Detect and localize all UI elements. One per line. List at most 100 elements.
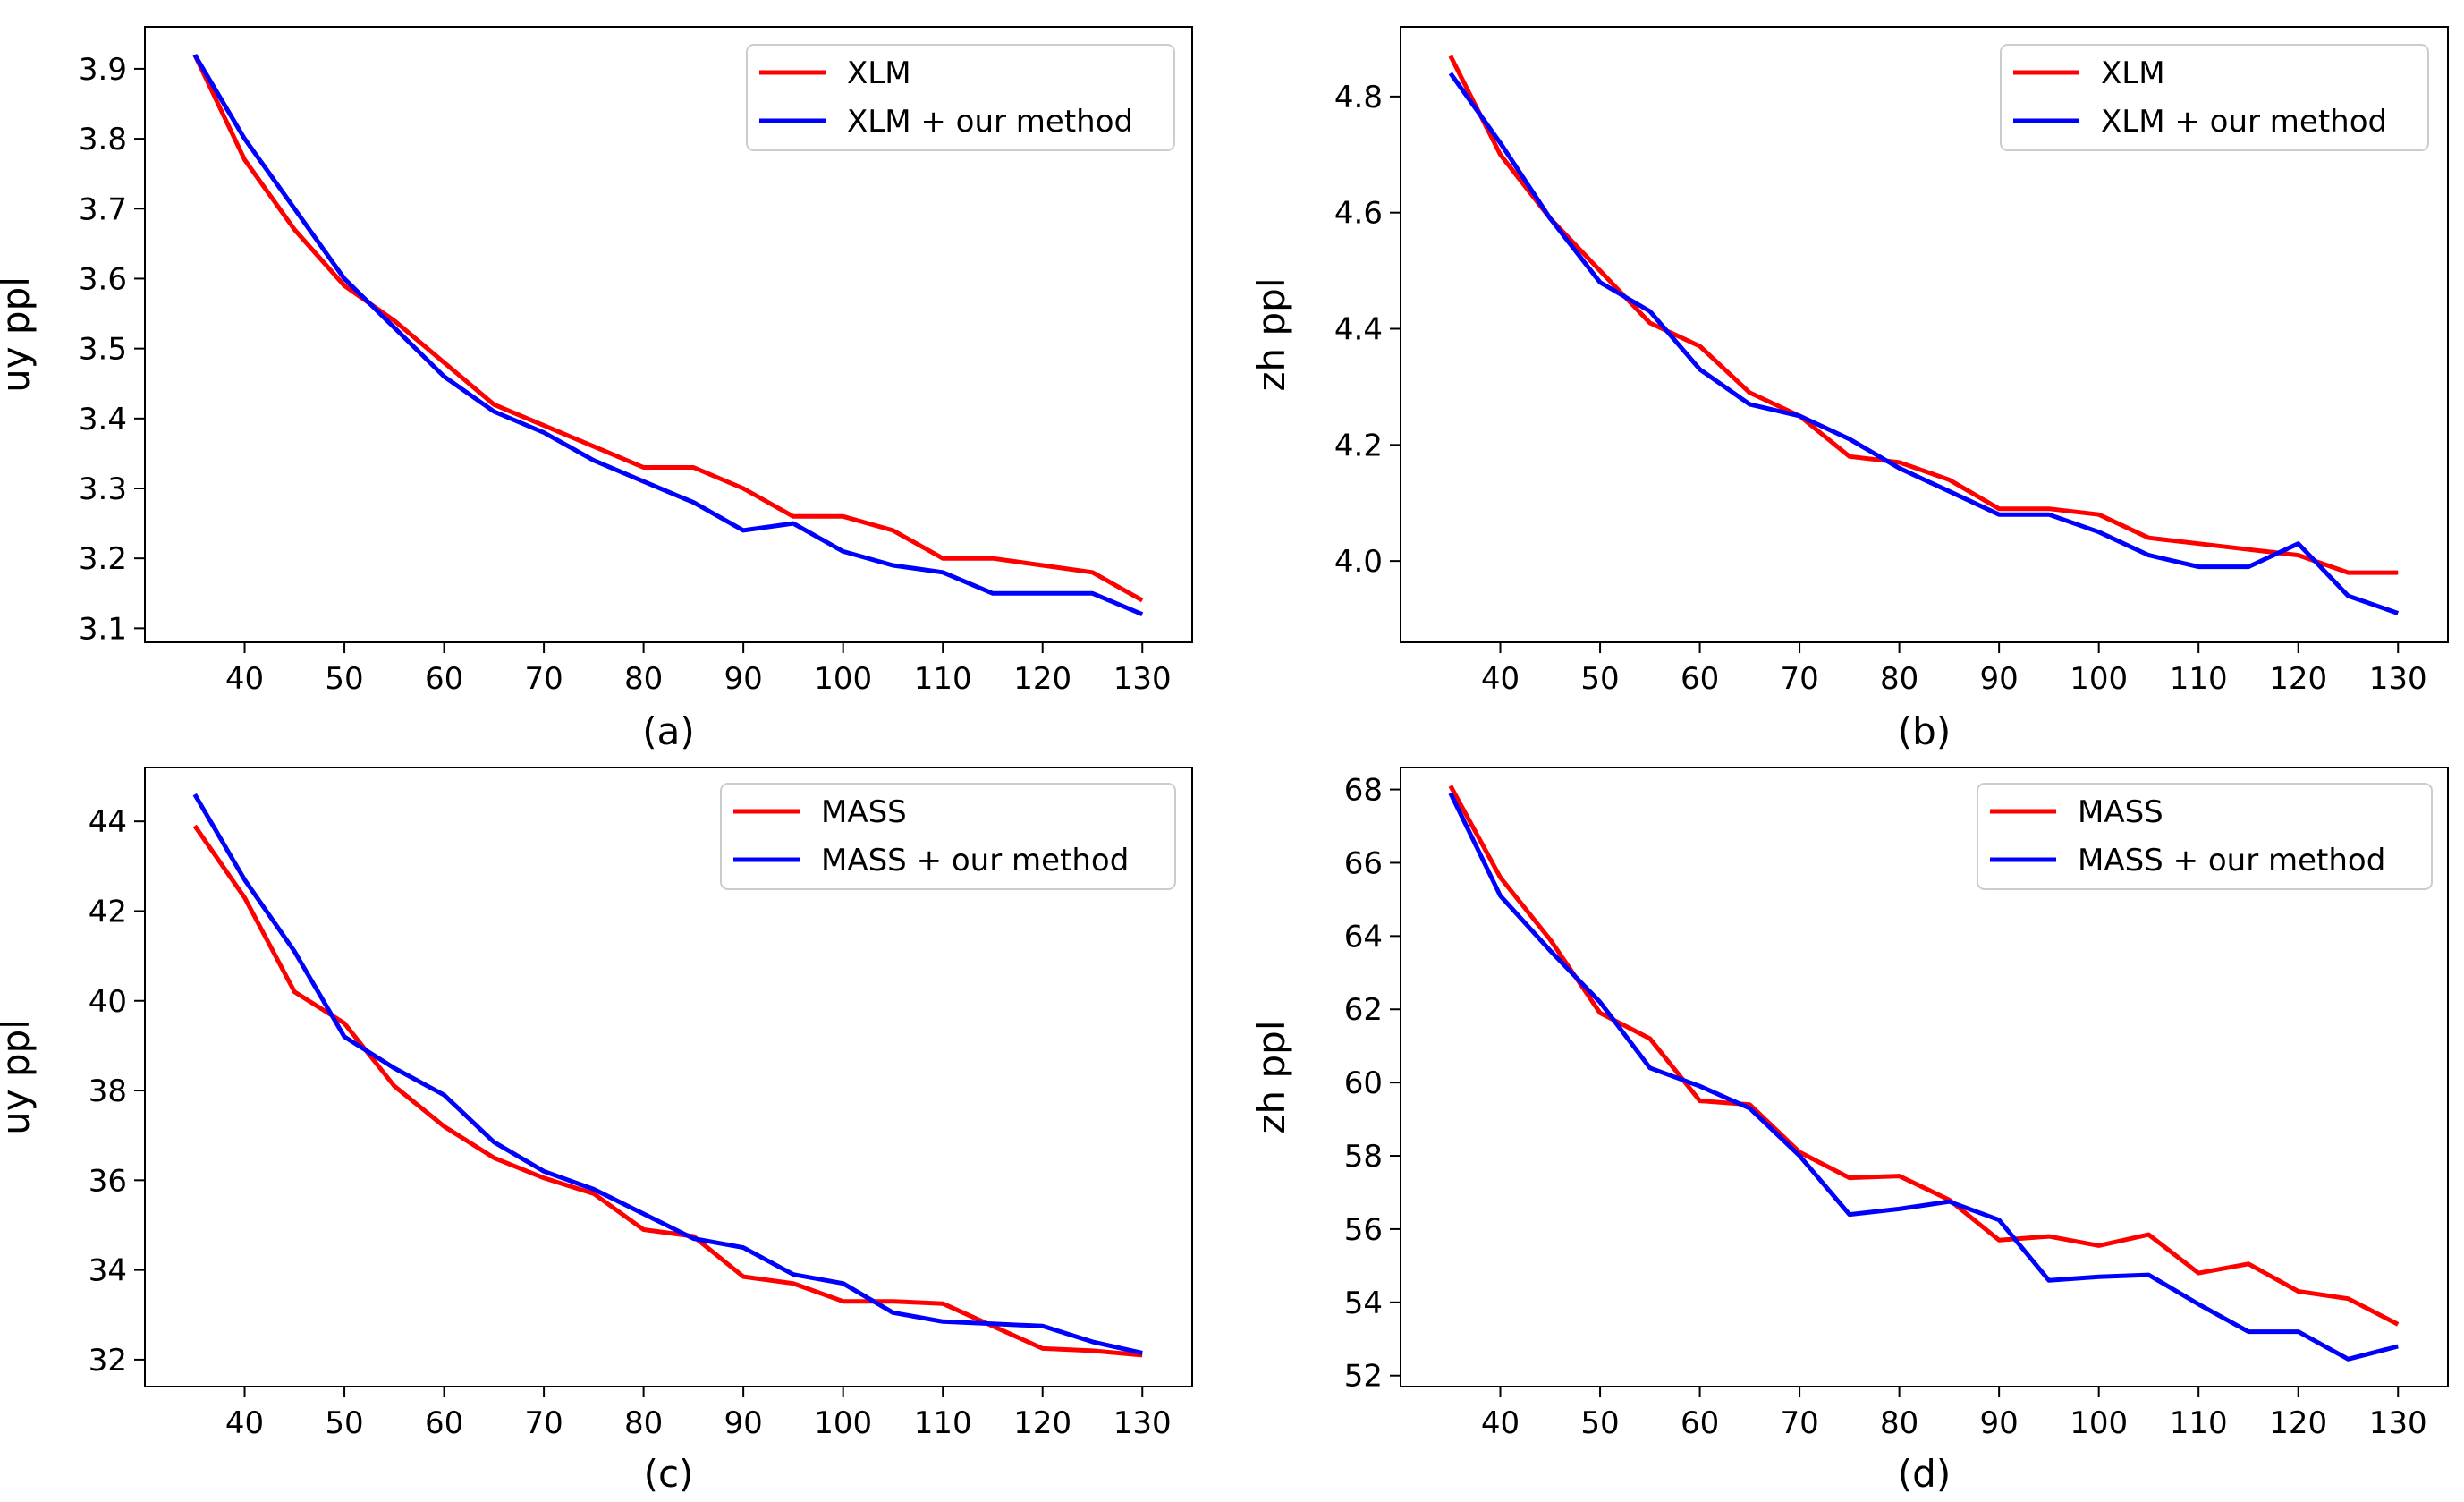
- x-tick-label: 60: [425, 661, 463, 697]
- y-tick-label: 52: [1344, 1359, 1383, 1395]
- x-tick-label: 110: [2170, 661, 2228, 697]
- y-tick-label: 64: [1344, 919, 1383, 955]
- plot-frame: [1400, 767, 2449, 1387]
- y-axis-label: zh ppl: [1249, 1020, 1293, 1133]
- series-line-mass: [192, 824, 1143, 1358]
- y-tick-label: 36: [89, 1163, 127, 1199]
- y-tick-label: 3.5: [79, 332, 127, 368]
- x-tick-label: 70: [524, 1405, 563, 1441]
- x-tick-label: 50: [325, 1405, 363, 1441]
- plot-frame: [1400, 26, 2449, 643]
- x-tick-label: 120: [2269, 1405, 2327, 1441]
- x-tick-label: 80: [1880, 1405, 1918, 1441]
- x-tick-label: 60: [1681, 661, 1719, 697]
- y-tick-label: 4.0: [1334, 544, 1383, 580]
- y-axis-label: uy ppl: [0, 276, 38, 393]
- y-tick-label: 66: [1344, 845, 1383, 881]
- y-tick-label: 3.3: [79, 471, 127, 507]
- x-tick-label: 60: [1681, 1405, 1719, 1441]
- legend-label: MASS + our method: [821, 843, 1129, 878]
- legend-box: [2000, 44, 2429, 151]
- legend: XLM XLM + our method: [2000, 44, 2429, 151]
- x-tick-label: 100: [814, 661, 872, 697]
- x-tick-label: 130: [2369, 661, 2427, 697]
- y-tick-label: 54: [1344, 1286, 1383, 1321]
- y-tick-label: 4.6: [1334, 196, 1383, 232]
- x-tick-label: 50: [1580, 661, 1619, 697]
- y-tick-label: 40: [89, 984, 127, 1020]
- y-tick-label: 56: [1344, 1212, 1383, 1248]
- plot-frame: [144, 26, 1193, 643]
- x-tick-label: 80: [624, 1405, 663, 1441]
- x-tick-label: 100: [2070, 661, 2128, 697]
- x-tick-label: 70: [1780, 1405, 1818, 1441]
- y-tick-label: 3.6: [79, 261, 127, 297]
- y-tick-label: 38: [89, 1073, 127, 1109]
- x-tick-label: 90: [1980, 1405, 2019, 1441]
- x-tick-label: 70: [524, 661, 563, 697]
- panel-b: 40 50 60 70 80 90 100 110 120 130 4.0 4.2 4.4 4.6 4.8 z…: [1249, 26, 2449, 753]
- y-tick-label: 62: [1344, 992, 1383, 1028]
- legend-label: XLM + our method: [2101, 104, 2387, 140]
- legend-label: XLM: [2101, 55, 2165, 91]
- series-line-mass-our-method: [192, 793, 1143, 1355]
- series-line-mass: [1448, 785, 2400, 1327]
- legend-box: [720, 783, 1176, 890]
- panel-a: 40 50 60 70 80 90 100 110 120 130 3.1 3.2 3.3 3.4 3.5 3…: [0, 26, 1193, 753]
- x-tick-label: 120: [1013, 1405, 1071, 1441]
- legend: XLM XLM + our method: [746, 44, 1175, 151]
- x-tick-label: 90: [724, 661, 763, 697]
- x-tick-label: 60: [425, 1405, 463, 1441]
- series-line-mass-our-method: [1448, 792, 2399, 1362]
- x-tick-label: 90: [724, 1405, 763, 1441]
- y-axis-label: zh ppl: [1249, 277, 1293, 391]
- y-tick-label: 34: [89, 1253, 127, 1289]
- series-line-xlm: [192, 54, 1144, 603]
- y-axis-label: uy ppl: [0, 1019, 38, 1135]
- y-tick-label: 32: [89, 1343, 127, 1379]
- x-tick-label: 40: [225, 1405, 264, 1441]
- y-tick-label: 4.4: [1334, 312, 1383, 348]
- x-tick-label: 130: [2369, 1405, 2427, 1441]
- y-tick-label: 60: [1344, 1065, 1383, 1101]
- y-tick-label: 3.9: [79, 52, 127, 88]
- legend-box: [746, 44, 1175, 151]
- y-tick-label: 3.8: [79, 122, 127, 157]
- y-tick-label: 3.1: [79, 611, 127, 647]
- series-line-xlm-our-method: [1448, 72, 2400, 615]
- x-tick-label: 120: [1013, 661, 1071, 697]
- x-tick-label: 110: [914, 1405, 972, 1441]
- x-tick-label: 110: [914, 661, 972, 697]
- y-tick-label: 44: [89, 804, 127, 840]
- x-tick-label: 40: [1481, 1405, 1520, 1441]
- y-tick-label: 4.2: [1334, 428, 1383, 463]
- x-tick-label: 80: [1880, 661, 1918, 697]
- panel-caption: (d): [1898, 1452, 1951, 1496]
- plot-frame: [144, 767, 1193, 1387]
- x-tick-label: 130: [1113, 661, 1172, 697]
- x-tick-label: 80: [624, 661, 663, 697]
- x-tick-label: 50: [325, 661, 363, 697]
- y-tick-label: 58: [1344, 1139, 1383, 1175]
- y-tick-label: 3.4: [79, 402, 127, 437]
- x-tick-label: 100: [2070, 1405, 2128, 1441]
- legend: MASS MASS + our method: [720, 783, 1176, 890]
- legend-label: MASS: [821, 794, 907, 830]
- y-tick-label: 42: [89, 894, 127, 929]
- x-tick-label: 40: [225, 661, 264, 697]
- y-tick-label: 4.8: [1334, 80, 1383, 115]
- legend-box: [1977, 783, 2433, 890]
- x-tick-label: 120: [2269, 661, 2327, 697]
- legend-label: MASS + our method: [2078, 843, 2385, 878]
- panel-caption: (c): [644, 1452, 694, 1496]
- legend-label: MASS: [2078, 794, 2163, 830]
- x-tick-label: 90: [1980, 661, 2019, 697]
- x-tick-label: 40: [1481, 661, 1520, 697]
- panel-c: 40 50 60 70 80 90 100 110 120 130 32 34 36 38 40 42 44 uy…: [0, 767, 1193, 1496]
- series-line-xlm-our-method: [192, 54, 1144, 617]
- x-tick-label: 100: [814, 1405, 872, 1441]
- x-tick-label: 50: [1580, 1405, 1619, 1441]
- series-line-xlm: [1448, 55, 2399, 575]
- x-tick-label: 110: [2170, 1405, 2228, 1441]
